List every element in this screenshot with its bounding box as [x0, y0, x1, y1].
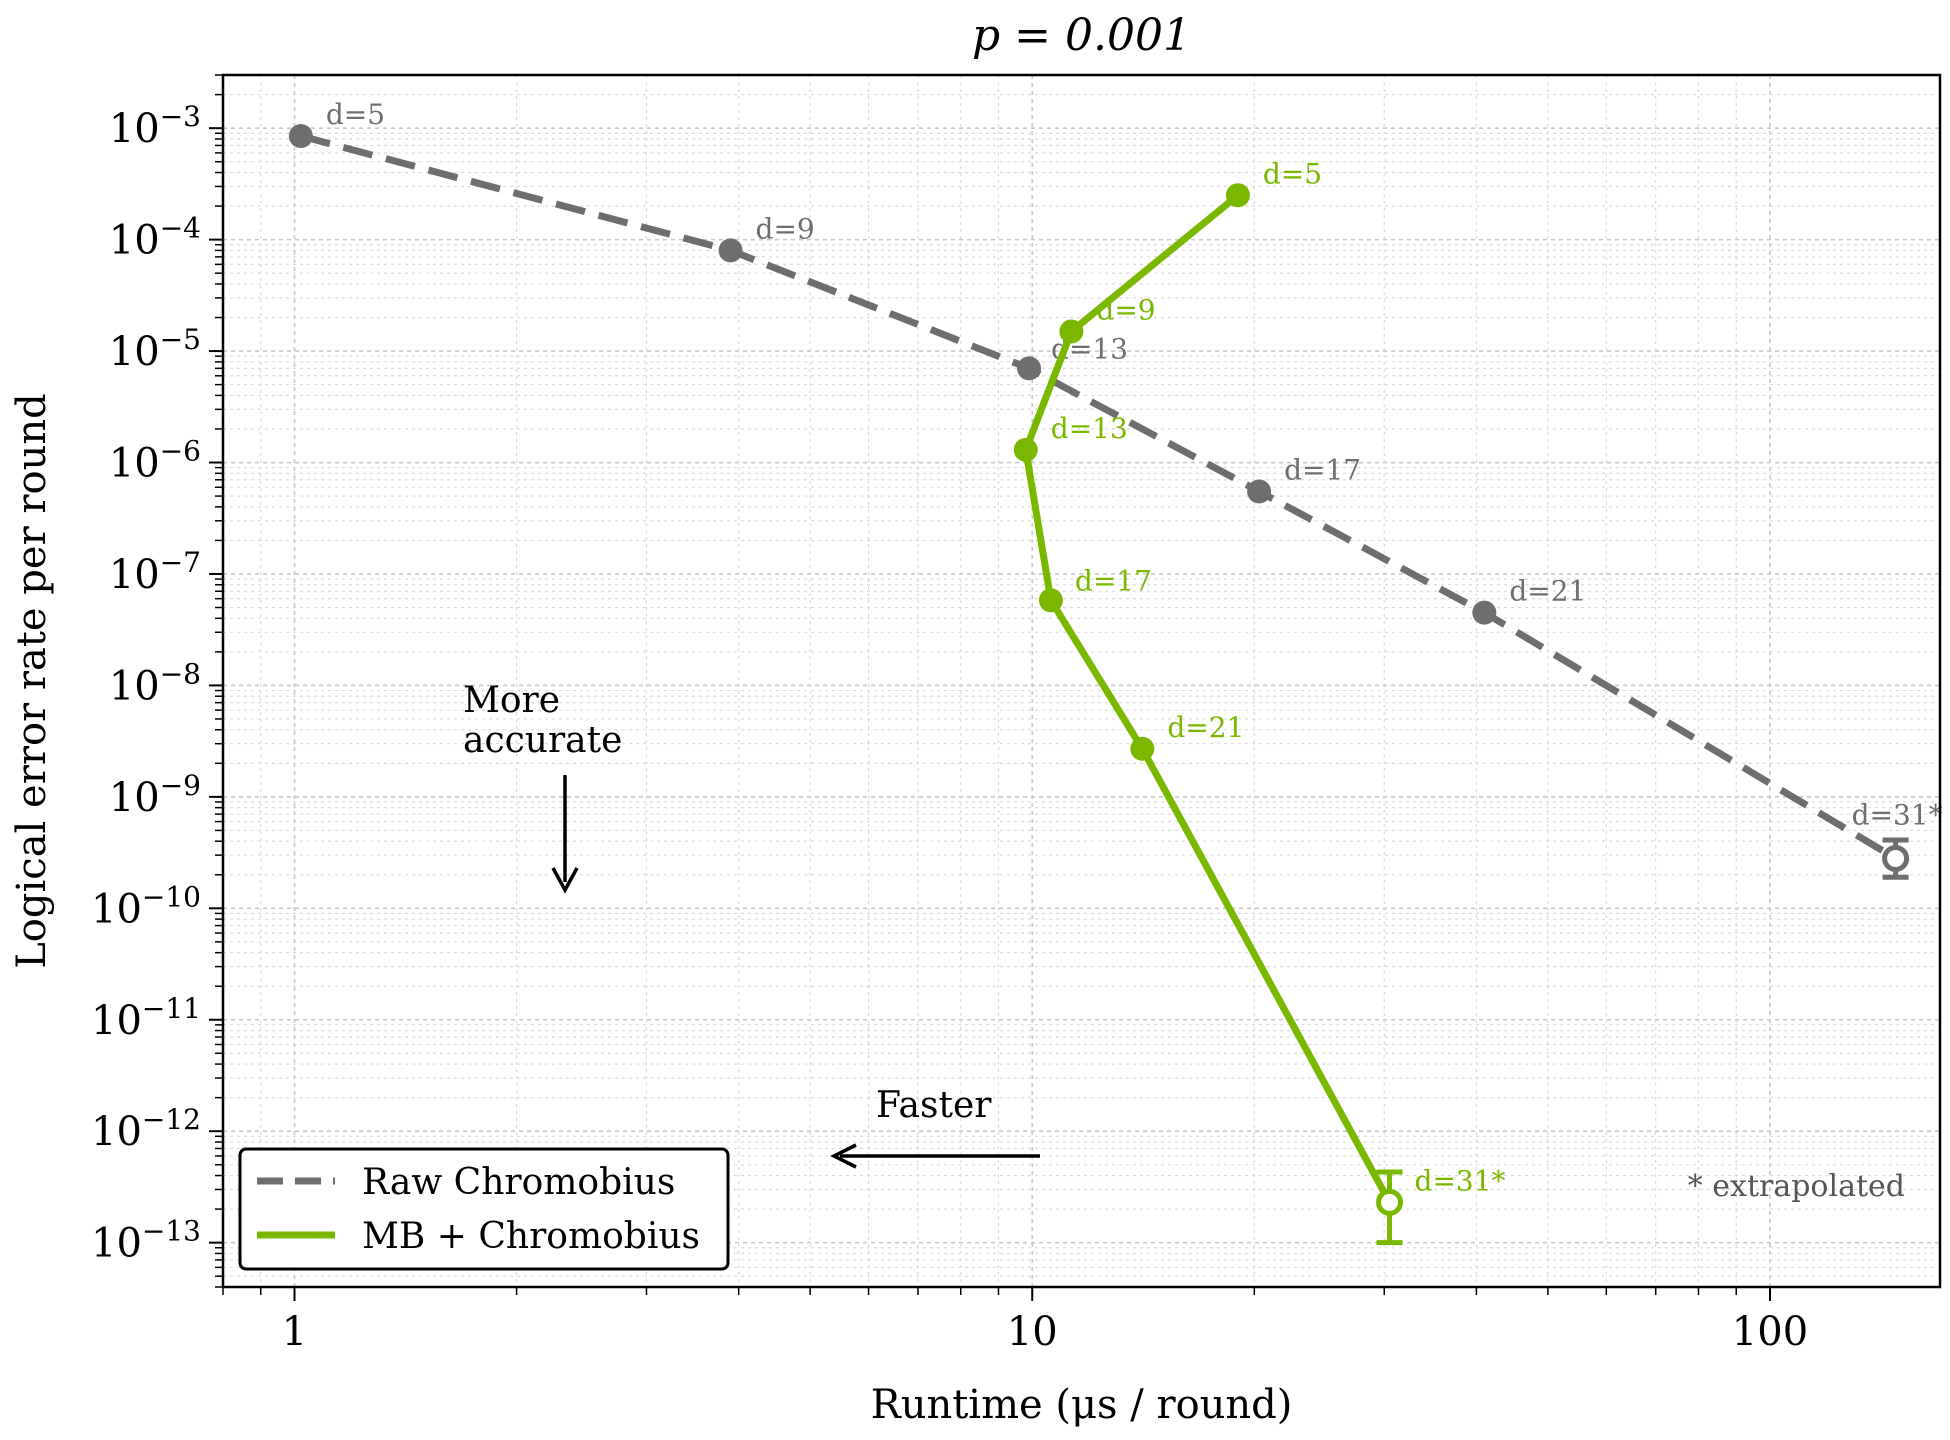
legend-label: MB + Chromobius — [362, 1216, 700, 1257]
point-label: d=9 — [1096, 293, 1155, 326]
point-label: d=17 — [1075, 564, 1152, 597]
data-point — [1130, 736, 1155, 761]
y-tick-label: 10−6 — [109, 435, 201, 487]
point-label: d=5 — [326, 98, 385, 131]
y-tick-label: 10−9 — [109, 769, 201, 821]
grid — [222, 74, 1940, 1288]
x-tick-label: 100 — [1732, 1309, 1808, 1355]
data-point-open — [1882, 844, 1910, 872]
x-tick-label: 1 — [282, 1309, 307, 1355]
legend-label: Raw Chromobius — [362, 1162, 675, 1203]
point-label: d=17 — [1284, 453, 1361, 486]
y-axis-label: Logical error rate per round — [9, 393, 55, 969]
plot-frame — [221, 73, 1942, 1289]
series-line-1 — [1022, 192, 1393, 1205]
data-point — [718, 238, 743, 263]
point-label: d=31* — [1852, 798, 1943, 831]
y-tick-label: 10−7 — [109, 546, 201, 598]
data-point — [1013, 437, 1038, 462]
point-label: d=21 — [1167, 711, 1244, 744]
axes: 1 10 100 10−3 10−4 10−5 10−6 10−7 10−8 10−9 10−10 1… — [91, 74, 1808, 1355]
y-tick-label: 10−8 — [109, 657, 201, 709]
point-label: d=5 — [1263, 157, 1322, 190]
legend: Raw Chromobius MB + Chromobius — [238, 1147, 730, 1271]
down-arrow-icon — [551, 867, 579, 894]
y-tick-label: 10−13 — [91, 1215, 201, 1267]
more-accurate-label: accurate — [463, 720, 622, 761]
y-tick-label: 10−5 — [109, 323, 201, 375]
data-point — [1247, 479, 1272, 504]
data-point — [1059, 319, 1084, 344]
series-line-0 — [299, 132, 1898, 862]
y-tick-label: 10−3 — [109, 100, 201, 152]
extrapolated-note: * extrapolated — [1688, 1169, 1905, 1204]
y-tick-label: 10−10 — [91, 880, 201, 932]
data-point — [1472, 600, 1497, 625]
chart-title: p = 0.001 — [972, 10, 1191, 61]
data-point — [1017, 356, 1042, 381]
y-tick-label: 10−12 — [91, 1103, 201, 1155]
left-arrow-icon — [830, 1143, 857, 1169]
y-tick-label: 10−4 — [109, 212, 201, 264]
x-axis-label: Runtime (μs / round) — [871, 1382, 1293, 1428]
data-point — [288, 124, 313, 149]
more-accurate-label: More — [463, 680, 560, 721]
point-label: d=13 — [1051, 412, 1128, 445]
data-point-open — [1376, 1188, 1404, 1216]
data-point — [1038, 588, 1063, 613]
legend-box — [238, 1147, 730, 1271]
point-label: d=21 — [1509, 575, 1586, 608]
point-label: d=9 — [756, 212, 815, 245]
data-point — [1225, 183, 1250, 208]
faster-label: Faster — [876, 1085, 992, 1126]
y-tick-label: 10−11 — [91, 992, 201, 1044]
series-layer: d=5d=9d=13d=17d=21d=31*d=5d=9d=13d=17d=2… — [288, 98, 1943, 1246]
point-label: d=31* — [1415, 1164, 1506, 1197]
x-tick-label: 10 — [1007, 1309, 1058, 1355]
